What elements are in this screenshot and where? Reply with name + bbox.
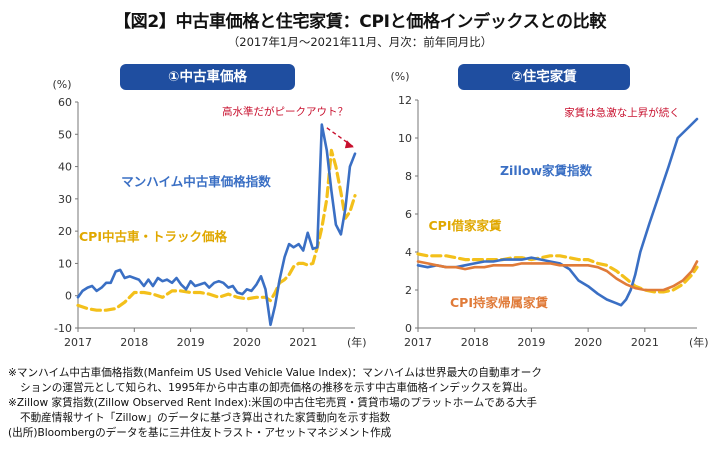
x-axis-suffix: (年)	[347, 335, 367, 349]
series-line-2	[416, 252, 699, 294]
y-tick-label: 2	[405, 284, 412, 297]
y-tick-label: 20	[58, 225, 72, 238]
figure-subtitle: （2017年1月～2021年11月、月次：前年同月比）	[227, 35, 493, 49]
y-unit-label: (%)	[52, 78, 71, 91]
x-tick-label: 2019	[177, 336, 205, 349]
x-tick-label: 2020	[233, 336, 261, 349]
y-tick-label: 50	[58, 128, 72, 141]
panel-title-used-car: ①中古車価格	[120, 64, 295, 90]
figure-title: 【図2】中古車価格と住宅家賃：CPIと価格インデックスとの比較	[113, 12, 607, 32]
x-tick-label: 2019	[517, 336, 545, 349]
series-line-2	[76, 148, 357, 312]
source-note: (出所)Bloombergのデータを基に三井住友トラスト・アセットマネジメント作…	[8, 427, 392, 439]
x-tick-label: 2021	[289, 336, 317, 349]
y-tick-label: -10	[54, 322, 72, 335]
y-unit-label: (%)	[390, 70, 409, 83]
annotation-rent-rising: 家賃は急激な上昇が続く	[564, 106, 680, 119]
y-tick-label: 40	[58, 161, 72, 174]
annotation-peak-out: 高水準だがピークアウト？	[222, 105, 348, 118]
footnote-manheim-cont: ションの運営元として知られ、1995年から中古車の卸売価格の推移を示す中古車価格…	[20, 382, 534, 394]
footnote-zillow-cont: 不動産情報サイト「Zillow」のデータに基づき算出された家賃動向を示す指数	[20, 412, 391, 424]
y-tick-label: 10	[58, 257, 72, 270]
footnotes: ※マンハイム中古車価格指数(Manfeim US Used Vehicle Va…	[8, 366, 718, 441]
label-cpi-used-car: CPI中古車・トラック価格	[79, 229, 227, 244]
label-zillow: Zillow家賃指数	[500, 163, 593, 178]
x-axis-suffix: (年)	[689, 335, 709, 349]
annotation-arrow-line	[326, 127, 355, 148]
x-tick-label: 2018	[461, 336, 489, 349]
x-tick-label: 2017	[404, 336, 432, 349]
footnote-zillow: ※Zillow 家賃指数(Zillow Observed Rent Index)…	[8, 397, 538, 409]
label-cpi-oer: CPI持家帰属家賃	[450, 295, 548, 310]
y-tick-label: 12	[398, 94, 412, 107]
series-line-3	[416, 260, 699, 292]
y-tick-label: 6	[405, 208, 412, 221]
annotation-arrow-head	[344, 140, 354, 149]
x-tick-label: 2020	[574, 336, 602, 349]
y-tick-label: 10	[398, 132, 412, 145]
housing-rent-chart: 0 2 4 6 8 10 12 2017 2018 2019 2020 2021 (年) (%) Zillo…	[390, 70, 709, 349]
label-manheim: マンハイム中古車価格指数	[121, 174, 271, 189]
series-line-1	[76, 123, 357, 327]
x-tick-label: 2017	[64, 336, 92, 349]
y-tick-label: 30	[58, 193, 72, 206]
y-tick-label: 0	[65, 290, 72, 303]
y-tick-label: 4	[405, 246, 412, 259]
y-tick-label: 60	[58, 96, 72, 109]
x-tick-label: 2021	[631, 336, 659, 349]
series-line-1	[416, 117, 699, 307]
x-tick-label: 2018	[120, 336, 148, 349]
label-cpi-rent: CPI借家家賃	[429, 218, 502, 233]
y-tick-label: 8	[405, 170, 412, 183]
panel-title-housing-rent: ②住宅家賃	[458, 64, 630, 90]
footnote-manheim: ※マンハイム中古車価格指数(Manfeim US Used Vehicle Va…	[8, 367, 542, 379]
y-tick-label: 0	[405, 322, 412, 335]
used-car-chart: -10 0 10 20 30 40 50 60 2017 2018 2019 2020 2021 (年) (…	[52, 78, 366, 349]
